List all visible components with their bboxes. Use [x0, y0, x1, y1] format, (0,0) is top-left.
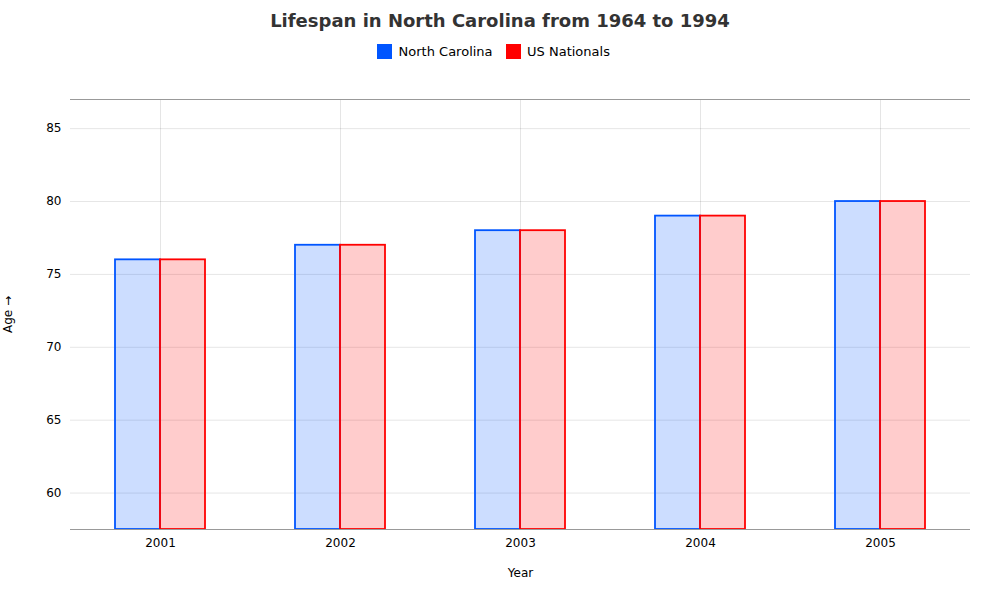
svg-text:60: 60	[46, 485, 61, 499]
svg-text:2005: 2005	[865, 536, 896, 550]
svg-text:2001: 2001	[145, 536, 176, 550]
svg-text:Year: Year	[507, 565, 533, 579]
svg-text:2003: 2003	[505, 536, 536, 550]
html-text:North Carolina: North Carolina	[398, 44, 493, 59]
html-text:Lifespan in North Carolina fro: Lifespan in North Carolina from 1964 to …	[270, 10, 730, 31]
svg-text:Age →: Age →	[1, 295, 15, 332]
svg-text:2004: 2004	[685, 536, 716, 550]
svg-text:70: 70	[46, 340, 61, 354]
svg-text:2002: 2002	[325, 536, 356, 550]
svg-text:80: 80	[46, 194, 61, 208]
svg-text:85: 85	[46, 121, 61, 135]
svg-text:65: 65	[46, 413, 61, 427]
html-text:US Nationals: US Nationals	[527, 44, 610, 59]
svg-text:75: 75	[46, 267, 61, 281]
